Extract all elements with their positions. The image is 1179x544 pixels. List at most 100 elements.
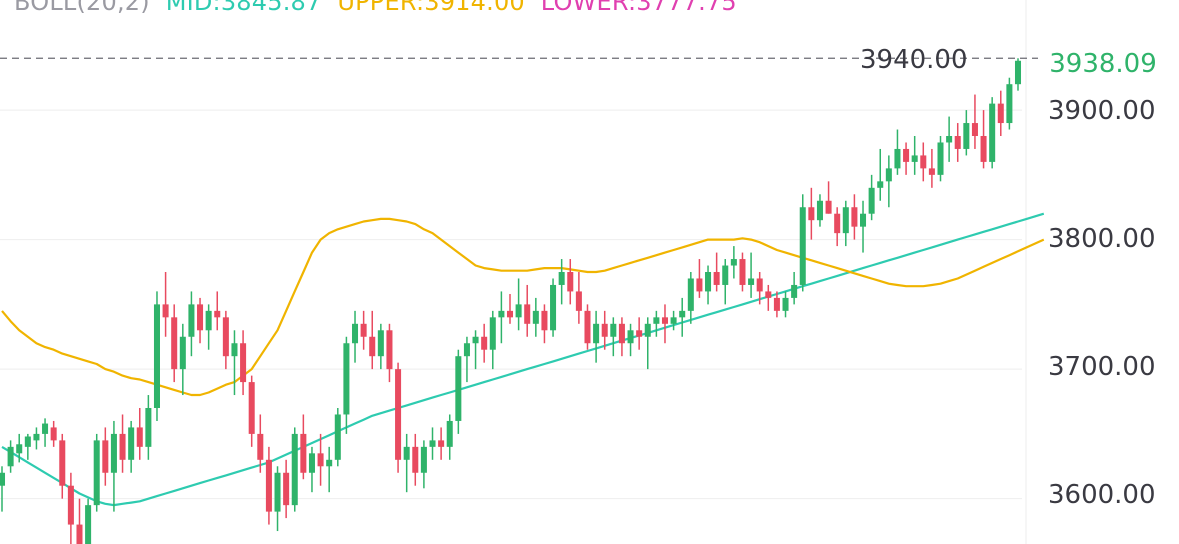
current-price-tag: 3938.09 xyxy=(1038,46,1168,82)
candle-up xyxy=(489,317,496,350)
boll-upper-label: UPPER:3914.00 xyxy=(337,0,525,16)
candle-up xyxy=(868,187,875,214)
candle-up xyxy=(911,155,918,162)
candle-up xyxy=(687,278,694,311)
candle-up xyxy=(532,310,539,324)
candle-up xyxy=(291,433,298,506)
candle-up xyxy=(816,200,823,221)
candle-up xyxy=(455,356,462,421)
y-tick-label: 3900.00 xyxy=(1048,96,1156,126)
candle-down xyxy=(50,427,57,441)
candle-down xyxy=(765,291,772,298)
candle-up xyxy=(550,284,557,331)
candle-down xyxy=(825,200,832,214)
candle-up xyxy=(0,472,6,486)
candle-down xyxy=(222,317,229,357)
boll-lower-label: LOWER:3777.75 xyxy=(540,0,737,16)
candle-down xyxy=(386,330,393,370)
candle-up xyxy=(1006,84,1013,124)
y-tick-label: 3600.00 xyxy=(1048,480,1156,510)
candle-up xyxy=(679,310,686,318)
candle-down xyxy=(601,323,608,337)
candle-up xyxy=(463,343,470,357)
candle-down xyxy=(713,272,720,285)
candle-up xyxy=(515,304,522,318)
candle-up xyxy=(377,330,384,357)
candle-up xyxy=(799,207,806,285)
candle-down xyxy=(851,207,858,227)
candle-down xyxy=(756,278,763,292)
candle-up xyxy=(205,310,212,331)
candle-down xyxy=(136,427,143,447)
candle-down xyxy=(618,323,625,344)
candle-up xyxy=(1014,60,1022,85)
candle-down xyxy=(283,472,290,506)
candle-down xyxy=(696,278,703,292)
candle-up xyxy=(558,272,565,285)
candle-up xyxy=(610,323,617,337)
candle-up xyxy=(231,343,238,357)
candle-up xyxy=(989,103,996,162)
candle-up xyxy=(274,472,281,512)
candle-up xyxy=(937,142,944,175)
candle-down xyxy=(834,213,841,234)
candle-up xyxy=(420,446,427,473)
candle-up xyxy=(110,433,117,473)
candle-down xyxy=(980,136,987,162)
candle-down xyxy=(162,304,169,318)
candle-up xyxy=(653,317,660,324)
candle-down xyxy=(920,155,927,169)
candle-up xyxy=(33,433,40,441)
candle-down xyxy=(661,317,668,324)
candle-up xyxy=(334,414,341,460)
candle-up xyxy=(343,343,350,415)
candle-down xyxy=(395,369,402,460)
candle-down xyxy=(119,433,126,460)
candle-up xyxy=(670,317,677,324)
candle-down xyxy=(808,207,815,221)
candle-down xyxy=(59,440,66,486)
candle-up xyxy=(705,272,712,292)
candle-up xyxy=(498,310,505,318)
candle-down xyxy=(214,310,221,318)
candle-up xyxy=(730,259,737,266)
candle-down xyxy=(524,304,531,324)
candle-down xyxy=(67,485,74,525)
candle-up xyxy=(308,453,315,473)
candle-up xyxy=(429,440,436,447)
candle-up xyxy=(153,304,160,408)
candle-down xyxy=(739,259,746,285)
candle-up xyxy=(179,336,186,370)
candle-down xyxy=(369,336,376,357)
boll-title: BOLL(20,2) xyxy=(14,0,150,16)
candle-up xyxy=(85,505,92,544)
candle-down xyxy=(300,433,307,473)
boll-mid-label: MID:3845.87 xyxy=(165,0,322,16)
candle-up xyxy=(748,278,755,285)
candle-up xyxy=(644,323,651,337)
candle-up xyxy=(782,297,789,311)
candle-up xyxy=(894,148,901,169)
candle-up xyxy=(446,420,453,447)
candle-up xyxy=(24,436,31,447)
candle-down xyxy=(584,310,591,344)
candle-down xyxy=(903,148,910,162)
candle-up xyxy=(93,440,100,506)
candle-down xyxy=(575,291,582,311)
candle-down xyxy=(506,310,514,318)
candle-up xyxy=(188,304,195,337)
y-tick-label: 3800.00 xyxy=(1048,224,1156,254)
candle-down xyxy=(541,310,548,331)
candle-up xyxy=(403,446,410,460)
candle-down xyxy=(773,297,780,311)
candle-down xyxy=(257,433,264,460)
boll-upper-line xyxy=(1,217,1045,397)
candle-up xyxy=(860,213,867,227)
candle-up xyxy=(145,408,152,447)
candle-down xyxy=(928,168,935,175)
candle-down xyxy=(481,336,488,350)
candle-down xyxy=(171,317,178,370)
candle-up xyxy=(42,423,49,434)
